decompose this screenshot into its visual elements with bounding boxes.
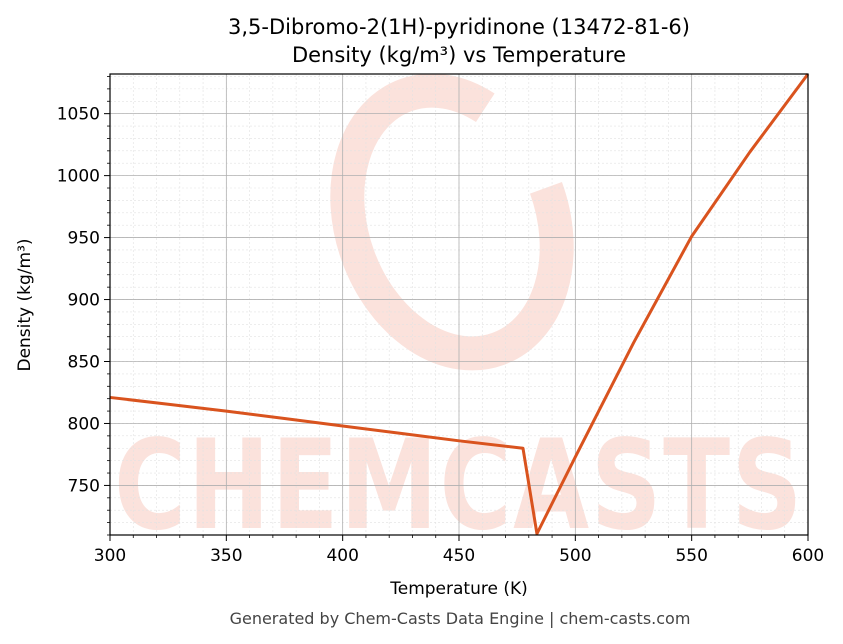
x-axis-label: Temperature (K) — [389, 579, 528, 599]
y-tick-label: 900 — [68, 291, 100, 311]
footer-credit: Generated by Chem-Casts Data Engine | ch… — [230, 609, 691, 628]
x-tick-label: 300 — [94, 546, 126, 566]
axis-ticks: 300 350 400 450 500 550 600 750 800 850 900 950 1000… — [57, 76, 824, 566]
y-tick-label: 750 — [68, 476, 100, 496]
x-tick-label: 450 — [443, 546, 475, 566]
x-tick-label: 350 — [210, 546, 242, 566]
y-tick-label: 1050 — [57, 105, 100, 125]
watermark-text: CHEMCASTS — [114, 414, 804, 558]
chart-title-line-2: Density (kg/m³) vs Temperature — [292, 43, 626, 67]
y-tick-label: 850 — [68, 353, 100, 373]
series-layer — [109, 73, 810, 536]
x-tick-label: 500 — [559, 546, 591, 566]
x-tick-label: 400 — [326, 546, 358, 566]
chart-title-line-1: 3,5-Dibromo-2(1H)-pyridinone (13472-81-6… — [228, 15, 690, 39]
series-line-0 — [109, 73, 810, 536]
y-axis-label: Density (kg/m³) — [15, 238, 35, 371]
y-tick-label: 800 — [68, 414, 100, 434]
y-tick-label: 1000 — [57, 167, 100, 187]
x-tick-label: 600 — [792, 546, 824, 566]
x-tick-label: 550 — [675, 546, 707, 566]
y-tick-label: 950 — [68, 229, 100, 249]
